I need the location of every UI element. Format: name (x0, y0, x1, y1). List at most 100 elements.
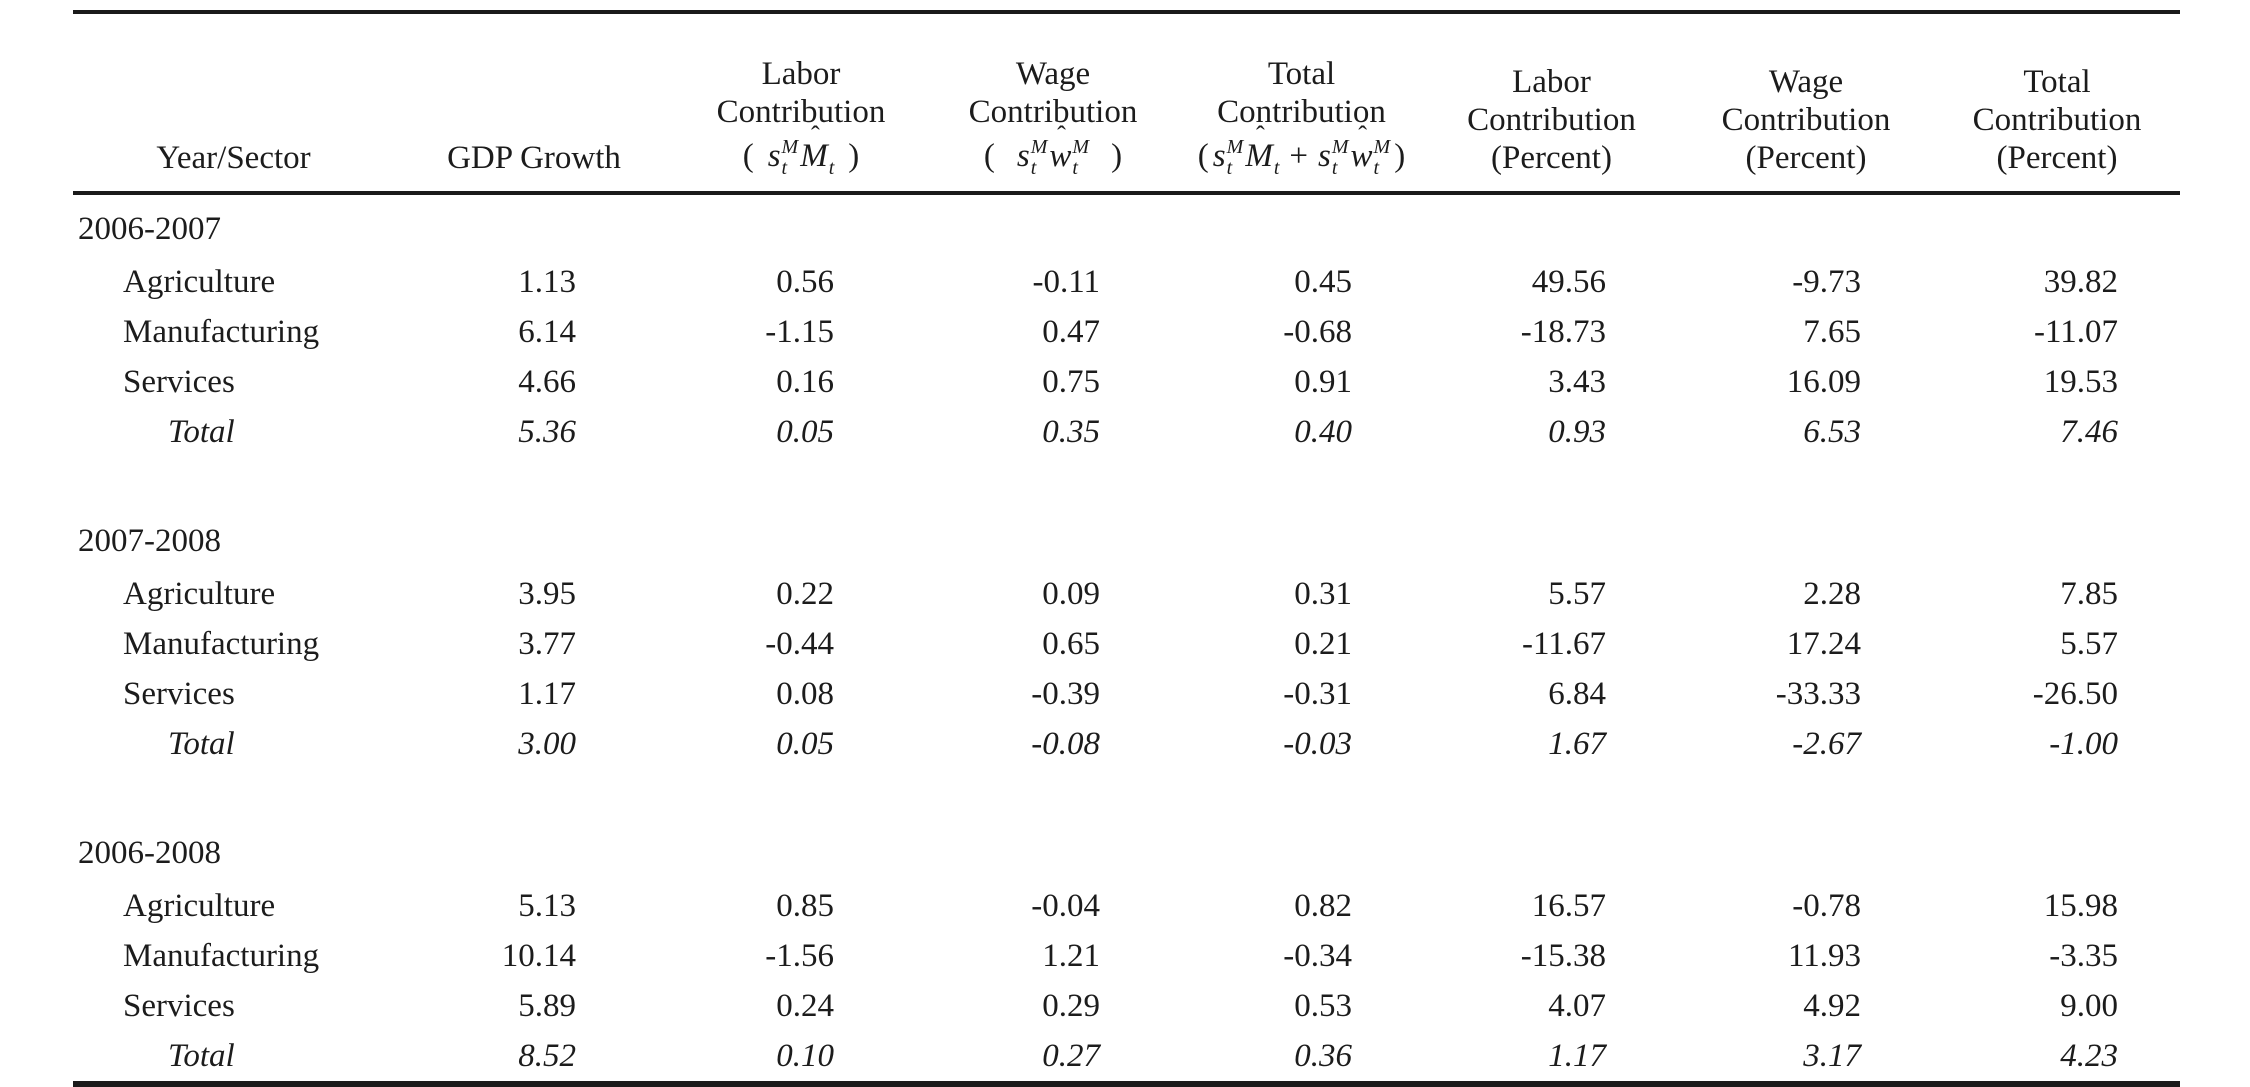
column-header-gdp_growth: GDP Growth (394, 12, 674, 195)
value-cell: 9.00 (2060, 987, 2118, 1024)
open-paren: ( (983, 138, 995, 174)
total-row: Total 8.52 0.10 0.27 0.36 1.17 3.17 4.23 (73, 1031, 2180, 1084)
sector-cell: Manufacturing (123, 625, 320, 662)
group-spacer-row (73, 769, 2180, 819)
sector-cell: Total (168, 413, 235, 450)
value-cell: 0.82 (1294, 887, 1352, 924)
math-subscript: t (1331, 157, 1338, 179)
value-cell: 0.21 (1294, 625, 1352, 662)
math-base: s (1016, 138, 1030, 174)
header-line: Labor (761, 56, 841, 92)
value-cell: 39.82 (2043, 263, 2118, 300)
value-cell: 1.13 (518, 263, 576, 300)
value-cell: -0.34 (1283, 937, 1352, 974)
sectoral-contribution-table: Year/Sector GDP Growth Labor Contribution(s… (73, 10, 2180, 1087)
header-line: Contribution (1721, 102, 1891, 138)
value-cell: 19.53 (2043, 363, 2118, 400)
math-superscript (829, 137, 835, 158)
column-header-wage_contribution_percent: Wage Contribution (Percent) (1678, 12, 1934, 195)
value-cell: 3.17 (1803, 1037, 1861, 1074)
value-cell: -0.03 (1283, 725, 1352, 762)
value-cell: 7.65 (1803, 313, 1861, 350)
column-header-labor_contribution_percent: Labor Contribution (Percent) (1425, 12, 1678, 195)
value-cell: 2.28 (1803, 575, 1861, 612)
sector-cell: Services (123, 363, 235, 400)
value-cell: 0.05 (776, 725, 834, 762)
value-cell: 0.47 (1042, 313, 1100, 350)
value-cell: 0.10 (776, 1037, 834, 1074)
value-cell: 5.36 (518, 413, 576, 450)
value-cell: 49.56 (1531, 263, 1606, 300)
value-cell: -3.35 (2049, 937, 2118, 974)
sector-row: Manufacturing 6.14 -1.15 0.47 -0.68 -18.73 7.6… (73, 307, 2180, 357)
open-paren: ( (1197, 138, 1209, 174)
value-cell: -33.33 (1775, 675, 1861, 712)
value-cell: -0.44 (765, 625, 834, 662)
group-spacer-cell (73, 457, 2180, 507)
math-subscript: t (1373, 157, 1380, 179)
header-line: (Percent) (1491, 140, 1612, 176)
value-cell: 0.93 (1548, 413, 1606, 450)
group-label: 2007-2008 (78, 522, 221, 559)
close-paren: ) (1394, 138, 1406, 174)
value-cell: 0.65 (1042, 625, 1100, 662)
value-cell: 0.27 (1042, 1037, 1100, 1074)
value-cell: -0.78 (1792, 887, 1861, 924)
value-cell: 4.66 (518, 363, 576, 400)
value-cell: -1.56 (765, 937, 834, 974)
value-cell: 6.14 (518, 313, 576, 350)
value-cell: -9.73 (1792, 263, 1861, 300)
math-subscript: t (1030, 157, 1037, 179)
value-cell: 8.52 (518, 1037, 576, 1074)
value-cell: 0.40 (1294, 413, 1352, 450)
value-cell: 16.09 (1786, 363, 1861, 400)
math-subscript: t (781, 157, 788, 179)
math-scripts: t (829, 137, 835, 179)
sector-cell: Agriculture (123, 263, 276, 300)
value-cell: 15.98 (2043, 887, 2118, 924)
value-cell: 0.91 (1294, 363, 1352, 400)
math-operator: + (1289, 138, 1308, 174)
header-line: Total (1267, 56, 1336, 92)
value-cell: 1.67 (1548, 725, 1606, 762)
table-header: Year/Sector GDP Growth Labor Contribution(s… (73, 12, 2180, 195)
value-cell: -0.08 (1031, 725, 1100, 762)
header-line: GDP Growth (447, 140, 621, 176)
group-label-row: 2006-2007 (73, 193, 2180, 257)
math-base: s (767, 138, 781, 174)
value-cell: 7.46 (2060, 413, 2118, 450)
value-cell: -18.73 (1520, 313, 1606, 350)
header-line: Contribution (716, 94, 886, 130)
header-line: Total (2023, 64, 2091, 100)
math-subscript: t (828, 157, 835, 179)
table-body: 2006-2007 Agriculture 1.13 0.56 -0.11 0.45 49.… (73, 193, 2180, 1084)
value-cell: 3.95 (518, 575, 576, 612)
header-line: Contribution (968, 94, 1138, 130)
value-cell: 11.93 (1787, 937, 1861, 974)
value-cell: 0.09 (1042, 575, 1100, 612)
value-cell: -26.50 (2032, 675, 2118, 712)
value-cell: -11.07 (2033, 313, 2118, 350)
value-cell: -1.00 (2049, 725, 2118, 762)
sector-cell: Total (168, 1037, 235, 1074)
value-cell: -0.11 (1032, 263, 1100, 300)
value-cell: 17.24 (1786, 625, 1861, 662)
math-subscript: t (1072, 157, 1078, 179)
header-line: Wage (1768, 64, 1844, 100)
sector-row: Agriculture 3.95 0.22 0.09 0.31 5.57 2.28 7.85 (73, 569, 2180, 619)
header-line: Wage (1015, 56, 1091, 92)
close-paren: ) (848, 138, 860, 174)
math-superscript: M (1331, 136, 1349, 158)
